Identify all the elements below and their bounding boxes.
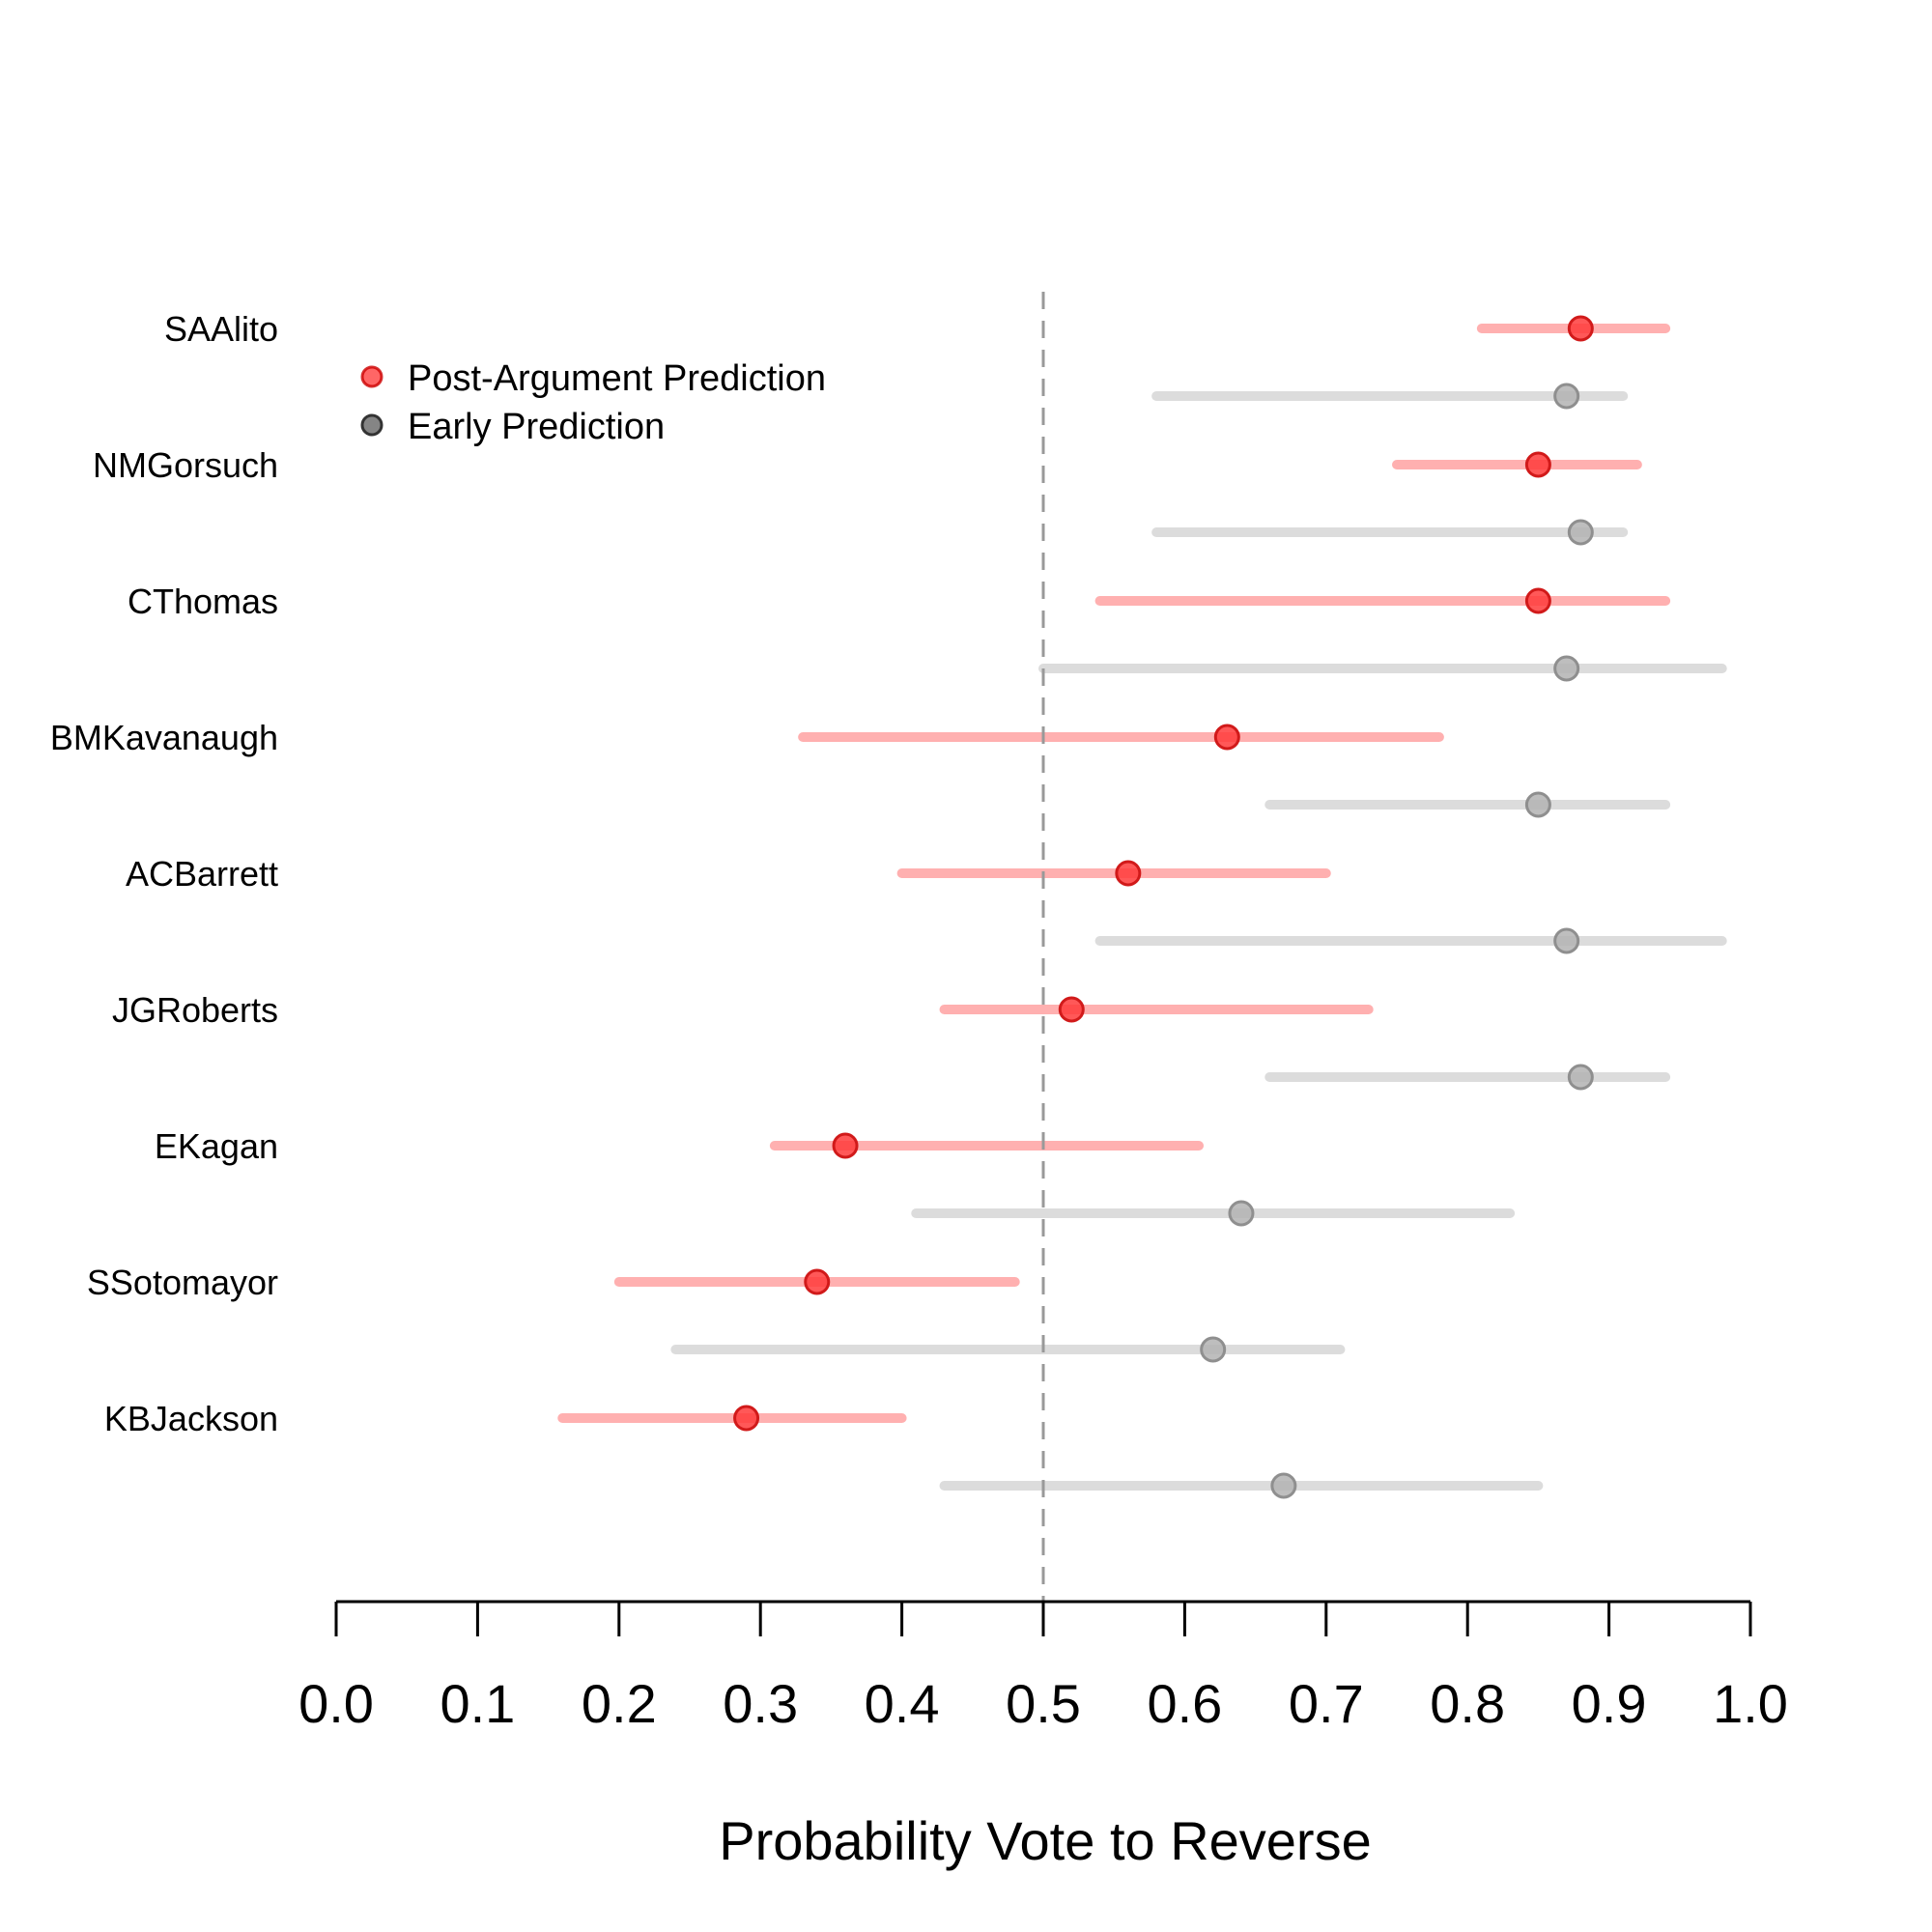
early-point-ekagan [1228, 1200, 1255, 1227]
early-point-cthomas [1553, 655, 1580, 682]
x-axis: 0.0 0.1 0.2 0.3 0.4 0.5 0.6 0.7 0.8 0.9 1.0 [298, 1600, 1788, 1734]
x-tick-label-0.8: 0.8 [1430, 1673, 1505, 1734]
justice-label-ssotomayor: SSotomayor [87, 1263, 278, 1302]
post-point-jgroberts [1058, 996, 1085, 1023]
justice-label-acbarrett: ACBarrett [126, 854, 278, 894]
justice-label-ekagan: EKagan [155, 1126, 278, 1166]
x-tick-label-0.9: 0.9 [1572, 1673, 1647, 1734]
legend-label-early: Early Prediction [408, 407, 665, 447]
x-tick-label-0.0: 0.0 [298, 1673, 374, 1734]
legend-label-post: Post-Argument Prediction [408, 358, 826, 399]
early-point-saalito [1553, 383, 1580, 410]
x-tick-label-0.6: 0.6 [1147, 1673, 1222, 1734]
justice-label-kbjackson: KBJackson [104, 1399, 278, 1438]
interval-layer [557, 324, 1727, 1491]
early-point-bmkavanaugh [1524, 791, 1551, 818]
post-point-cthomas [1524, 587, 1551, 614]
x-tick-label-0.7: 0.7 [1289, 1673, 1364, 1734]
justice-label-bmkavanaugh: BMKavanaugh [50, 718, 278, 757]
x-axis-title: Probability Vote to Reverse [719, 1810, 1371, 1871]
early-point-acbarrett [1553, 927, 1580, 954]
justice-label-cthomas: CThomas [128, 582, 278, 621]
post-point-ssotomayor [804, 1268, 831, 1295]
justice-label-layer: SAAlito NMGorsuch CThomas BMKavanaugh ACBarr… [50, 309, 278, 1438]
x-tick-label-0.3: 0.3 [723, 1673, 798, 1734]
justice-label-nmgorsuch: NMGorsuch [93, 445, 278, 485]
x-tick-label-0.4: 0.4 [865, 1673, 940, 1734]
x-tick-label-0.5: 0.5 [1006, 1673, 1081, 1734]
justice-label-saalito: SAAlito [164, 309, 278, 349]
x-tick-label-0.2: 0.2 [582, 1673, 657, 1734]
legend-marker-early [360, 413, 384, 437]
early-point-jgroberts [1567, 1064, 1594, 1091]
x-tick-label-0.1: 0.1 [440, 1673, 515, 1734]
post-point-acbarrett [1115, 860, 1142, 887]
early-point-kbjackson [1270, 1472, 1297, 1499]
post-point-ekagan [832, 1132, 859, 1159]
early-point-ssotomayor [1200, 1336, 1227, 1363]
x-tick-label-1.0: 1.0 [1713, 1673, 1788, 1734]
post-point-saalito [1567, 315, 1594, 342]
legend: Post-Argument Prediction Early Predictio… [360, 358, 826, 447]
point-layer [733, 315, 1594, 1499]
legend-marker-post [360, 365, 384, 388]
post-point-nmgorsuch [1524, 451, 1551, 478]
post-point-bmkavanaugh [1213, 724, 1240, 751]
early-point-nmgorsuch [1567, 519, 1594, 546]
post-point-kbjackson [733, 1405, 760, 1432]
justice-label-jgroberts: JGRoberts [112, 990, 278, 1030]
